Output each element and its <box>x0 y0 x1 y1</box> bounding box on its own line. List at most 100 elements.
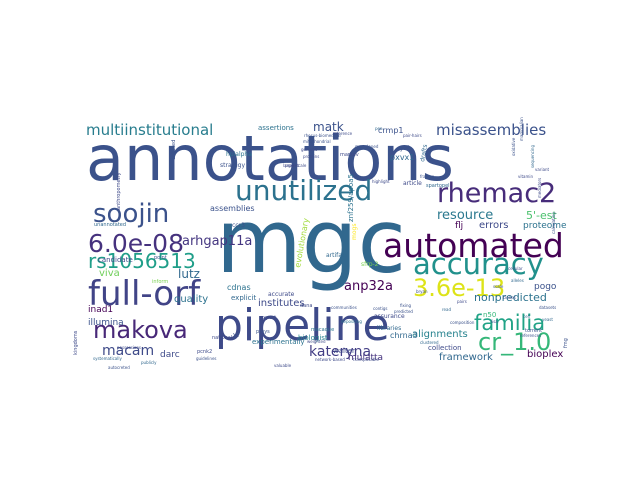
word-83: entailed <box>171 140 177 160</box>
word-34: proteome <box>523 221 567 231</box>
word-31: framework <box>439 352 493 363</box>
word-49: assertions <box>258 124 294 132</box>
word-130: yeast <box>542 317 553 322</box>
word-84: national <box>212 335 232 341</box>
word-81: point <box>154 255 167 261</box>
word-68: inform <box>152 279 168 285</box>
word-63: artifact <box>326 252 348 259</box>
word-72: libraries <box>377 325 401 332</box>
word-10: makova <box>93 316 188 344</box>
word-27: quality <box>174 294 208 305</box>
word-117: mammalian <box>519 117 524 141</box>
word-17: kateryna <box>309 344 371 360</box>
word-124: pen <box>375 126 383 131</box>
word-62: accurate <box>268 291 295 298</box>
word-44: cdnas <box>227 283 251 292</box>
word-14: rs1056513 <box>88 249 196 273</box>
word-20: anp32a <box>344 279 393 294</box>
word-122: mgc-cloned <box>355 144 379 149</box>
word-7: rhemac2 <box>437 178 556 209</box>
word-32: bioplex <box>527 349 563 360</box>
word-110: systematically <box>93 356 122 361</box>
word-36: illumina <box>88 318 124 328</box>
word-105: alleles <box>511 278 524 283</box>
word-102: larger-scale <box>283 163 307 168</box>
word-89: reference <box>333 131 353 136</box>
word-4: full-orf <box>88 274 201 314</box>
word-123: genome <box>301 147 318 152</box>
word-74: torrent <box>525 328 542 334</box>
word-25: nonpredicted <box>474 291 547 304</box>
word-1: mgc <box>216 190 406 293</box>
word-45: biologist <box>298 334 328 342</box>
word-126: proteins <box>303 154 319 159</box>
word-103: mitochondrial <box>303 139 331 144</box>
word-108: rhesus-biomedical <box>304 133 341 138</box>
word-121: pairs <box>457 299 467 304</box>
word-65: mogs <box>351 224 358 240</box>
word-53: yi <box>233 331 239 339</box>
word-18: macam <box>102 343 154 359</box>
word-6: unutilized <box>235 174 372 207</box>
word-73: dana <box>300 303 312 309</box>
word-24: 5'-est <box>526 209 557 222</box>
word-38: darc <box>160 350 180 360</box>
word-75: macaque <box>311 327 334 333</box>
word-114: variant <box>535 167 550 172</box>
word-3: automated <box>383 226 564 265</box>
word-82: expert <box>260 315 276 321</box>
word-94: cellular <box>508 266 523 271</box>
word-129: datasets <box>539 305 556 310</box>
word-64: sfrp-2 <box>361 261 379 268</box>
word-39: mulatta <box>348 353 383 363</box>
word-66: kingdoms <box>73 330 79 355</box>
word-21: lutz <box>178 267 200 281</box>
word-43: assemblies <box>210 204 255 213</box>
word-37: inad1 <box>88 305 113 315</box>
word-93: cell <box>523 314 530 319</box>
word-61: strategy <box>220 162 245 169</box>
word-104: vitamin <box>518 174 534 179</box>
word-16: misassemblies <box>436 121 546 139</box>
word-50: candidate <box>98 256 133 264</box>
word-97: guidelines <box>196 356 217 361</box>
word-47: crmp1 <box>378 126 404 135</box>
word-113: calculating <box>551 212 556 234</box>
word-85: spartopel <box>426 183 450 189</box>
word-86: communities <box>331 305 357 310</box>
word-127: predicted <box>394 309 413 314</box>
word-30: alignments <box>412 329 468 340</box>
word-9: 6.0e-08 <box>88 229 184 258</box>
word-48: pxvx1 <box>390 153 414 162</box>
word-106: scale <box>493 284 504 289</box>
word-22: matk <box>313 120 344 134</box>
word-46: collection <box>428 344 462 352</box>
word-128: clones <box>503 295 516 300</box>
word-15: multiinstitutional <box>86 121 213 139</box>
word-60: znf259/apoa5 <box>347 174 355 222</box>
word-2: pipeline <box>215 300 390 351</box>
word-41: chrna3 <box>390 331 418 340</box>
word-11: 3.6e-13 <box>413 274 505 302</box>
word-5: accuracy <box>413 247 544 281</box>
word-112: possessions <box>117 345 141 350</box>
word-119: highlight <box>372 179 390 184</box>
cloud-background <box>85 108 585 370</box>
word-59: drafts <box>419 144 429 162</box>
word-91: lisa <box>491 319 498 324</box>
word-71: preys <box>256 329 270 335</box>
word-79: depositing <box>341 319 362 324</box>
word-67: unannotated <box>94 222 126 228</box>
word-40: walter <box>333 347 355 355</box>
word-12: cr_1.0 <box>478 328 551 356</box>
word-87: network-based <box>315 357 345 362</box>
word-28: institutes <box>258 298 305 309</box>
word-96: project <box>285 163 299 168</box>
word-58: assurance <box>374 313 405 320</box>
word-33: errors <box>479 220 508 231</box>
word-99: publicly <box>141 360 157 365</box>
word-26: viva <box>99 268 120 279</box>
word-54: n50 <box>483 311 496 319</box>
